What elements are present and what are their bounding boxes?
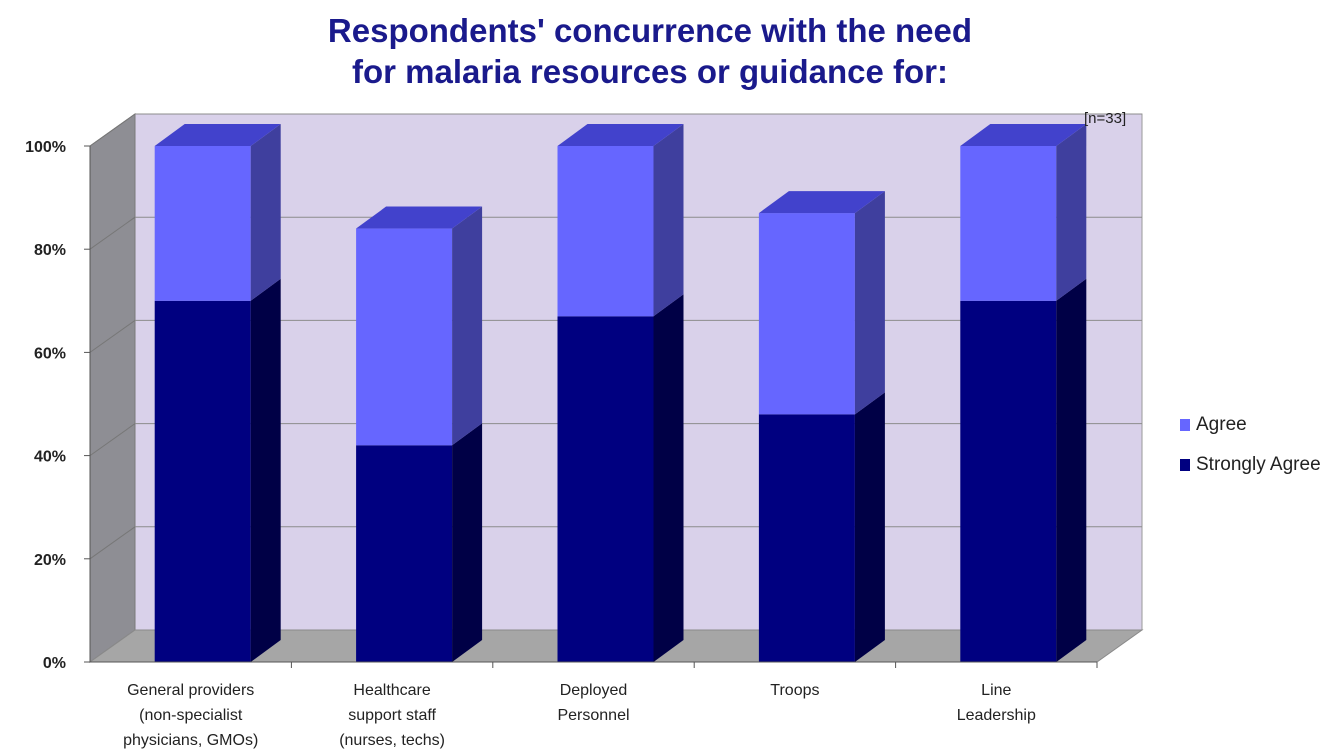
bar-strongly-agree-4: [758, 392, 885, 662]
gridline-side: [89, 113, 136, 147]
bar-strongly-agree-4-side: [854, 392, 885, 662]
bar-agree-4: [758, 191, 885, 415]
y-tick-label: 100%: [25, 139, 66, 156]
legend-swatch-agree: [1180, 419, 1190, 431]
chart-title-line-2: for malaria resources or guidance for:: [351, 53, 948, 90]
x-tick-label: General providers (non-specialist physicia…: [123, 682, 258, 749]
legend-item-agree: Agree: [1180, 405, 1321, 445]
side-wall: [89, 113, 136, 663]
legend-item-strongly-agree: Strongly Agree: [1180, 445, 1321, 485]
bar-strongly-agree-3-front: [557, 316, 654, 662]
gridline-side: [89, 526, 136, 560]
bar-strongly-agree-3-side: [653, 294, 684, 662]
legend-label-strongly-agree: Strongly Agree: [1196, 454, 1321, 475]
x-tick-label: Deployed Personnel: [557, 682, 629, 724]
sample-size-annotation: [n=33]: [1084, 110, 1127, 127]
bar-strongly-agree-2-front: [356, 445, 453, 662]
x-tick-label: Healthcare support staff (nurses, techs): [339, 682, 445, 749]
y-tick-label: 60%: [34, 345, 66, 362]
bar-agree-1-front: [154, 146, 251, 301]
bar-agree-2: [356, 206, 483, 446]
bar-strongly-agree-3: [557, 294, 684, 662]
gridline-side: [89, 423, 136, 457]
gridline-side: [89, 319, 136, 353]
chart-title: Respondents' concurrence with the need f…: [230, 10, 1070, 92]
bar-agree-3-top: [557, 124, 684, 146]
bar-agree-2-top: [356, 206, 483, 229]
x-tick-label: Troops: [770, 682, 819, 699]
bar-agree-5: [960, 124, 1087, 301]
bar-strongly-agree-2: [356, 423, 483, 662]
bar-strongly-agree-5: [960, 278, 1087, 662]
y-tick-label: 80%: [34, 242, 66, 259]
y-tick-label: 40%: [34, 449, 66, 466]
bar-agree-4-top: [758, 191, 885, 214]
bar-agree-5-front: [960, 146, 1057, 301]
chart-title-line-1: Respondents' concurrence with the need: [327, 12, 973, 49]
bar-strongly-agree-4-front: [758, 414, 855, 662]
bar-agree-3-side: [653, 124, 684, 317]
legend: Agree Strongly Agree: [1180, 405, 1321, 485]
bar-agree-1: [154, 124, 281, 301]
bar-agree-3-front: [557, 146, 654, 317]
bar-agree-3: [557, 124, 684, 317]
bar-agree-1-side: [250, 124, 281, 301]
bar-agree-2-front: [356, 228, 453, 446]
bar-strongly-agree-2-side: [452, 423, 483, 662]
x-tick-label: Line Leadership: [957, 682, 1036, 724]
y-tick-label: 0%: [43, 655, 66, 672]
bar-strongly-agree-1-side: [250, 278, 281, 662]
legend-label-agree: Agree: [1196, 414, 1247, 435]
bar-agree-4-side: [854, 191, 885, 415]
bar-strongly-agree-5-side: [1056, 278, 1087, 662]
legend-swatch-strongly-agree: [1180, 459, 1190, 471]
bar-agree-1-top: [154, 124, 281, 146]
y-tick-label: 20%: [34, 552, 66, 569]
bar-agree-2-side: [452, 206, 483, 446]
bar-agree-5-side: [1056, 124, 1087, 301]
bar-strongly-agree-1: [154, 278, 281, 662]
bar-agree-4-front: [758, 213, 855, 415]
bar-strongly-agree-1-front: [154, 300, 251, 662]
bar-agree-5-top: [960, 124, 1087, 146]
bar-strongly-agree-5-front: [960, 300, 1057, 662]
gridline-side: [89, 216, 136, 250]
